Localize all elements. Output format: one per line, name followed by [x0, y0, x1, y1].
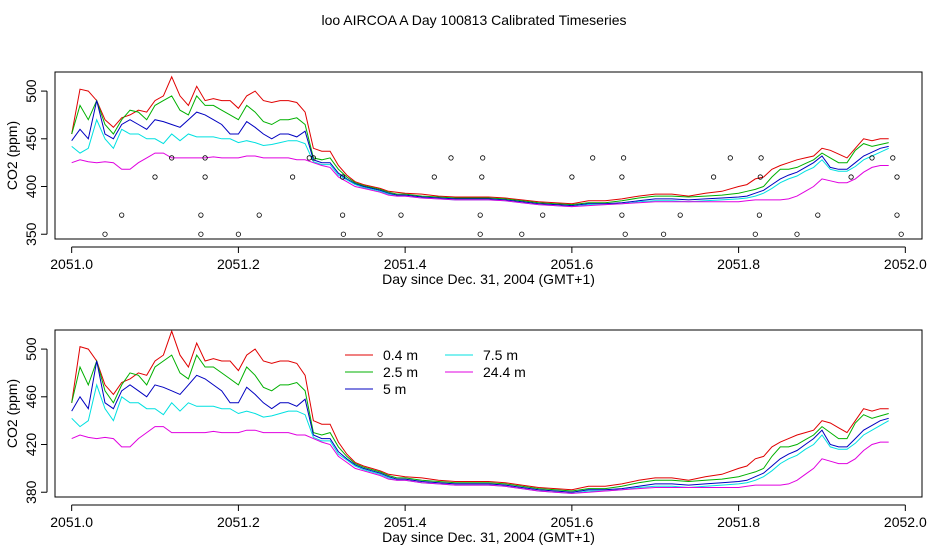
panel-0-series-line-3: [71, 118, 889, 208]
panel-0-scatter-point: [202, 155, 208, 161]
panel-0-scatter-point: [540, 212, 546, 218]
panel-0-scatter-point: [752, 231, 758, 237]
panel-0-y-tick-label: 400: [23, 175, 39, 199]
panel-1-x-tick-label: 2051.8: [717, 514, 760, 530]
panel-0-series-line-2: [71, 100, 889, 207]
panel-0-plot-frame: [54, 71, 923, 240]
panel-0-series-line-4: [71, 152, 889, 208]
panel-0-scatter-point: [620, 155, 627, 161]
panel-0-scatter-point: [890, 155, 896, 161]
panel-0-scatter-point: [848, 174, 854, 180]
panel-1-y-tick-label: 500: [23, 337, 39, 361]
panel-1-x-axis-label: Day since Dec. 31, 2004 (GMT+1): [382, 529, 595, 545]
panel-0-scatter-point: [898, 231, 904, 237]
panel-0-scatter-point: [815, 212, 821, 218]
panel-0-scatter-point: [169, 155, 175, 161]
panel-1-x-tick-label: 2051.6: [550, 514, 593, 530]
panel-0-x-tick-label: 2051.4: [384, 256, 427, 272]
panel-0-x-tick-label: 2051.0: [50, 256, 93, 272]
panel-0-scatter-point: [448, 155, 454, 161]
panel-1-legend-label: 5 m: [383, 381, 406, 397]
panel-0-scatter-point: [622, 231, 628, 237]
panel-0-scatter-point: [235, 231, 241, 237]
panel-1-legend-label: 24.4 m: [483, 364, 526, 380]
panel-1-series-line-4: [71, 426, 889, 494]
panel-1-legend-label: 7.5 m: [483, 347, 518, 363]
panel-0-scatter-point: [894, 174, 900, 180]
panel-0-y-tick-label: 450: [23, 127, 39, 151]
panel-0-scatter-point: [869, 155, 875, 161]
page-title: loo AIRCOA A Day 100813 Calibrated Times…: [321, 12, 626, 28]
panel-0-scatter-point: [431, 174, 437, 180]
panel-1-legend-label: 0.4 m: [383, 347, 418, 363]
panel-0-scatter-point: [340, 231, 346, 237]
panel-0-scatter-point: [756, 212, 763, 218]
panel-1-plot-frame: [54, 329, 923, 498]
panel-0-scatter-point: [757, 174, 763, 180]
panel-0-scatter-point: [119, 212, 125, 218]
chart-panel-top: 2051.0 2051.2 2051.4 2051.6 2051.8 2052.0 Day …: [4, 71, 927, 287]
panel-0-series-line-0: [71, 75, 889, 205]
panel-0-scatter-point: [479, 174, 485, 180]
panel-0-scatter-point: [480, 155, 486, 161]
panel-0-scatter-point: [339, 212, 346, 218]
panel-0-scatter-point: [398, 212, 404, 218]
panel-1-series-line-0: [71, 329, 889, 491]
panel-0-scatter-point: [727, 155, 733, 161]
panel-1-y-axis-label: CO2 (ppm): [4, 379, 20, 448]
panel-0-scatter-point: [894, 212, 900, 218]
panel-0-scatter-point: [102, 231, 108, 237]
panel-1-series-line-2: [71, 360, 889, 493]
panel-1-series-line-3: [71, 383, 889, 494]
panel-0-scatter-point: [794, 231, 800, 237]
panel-0-scatter-point: [660, 231, 667, 237]
panel-0-x-axis-label: Day since Dec. 31, 2004 (GMT+1): [382, 271, 595, 287]
panel-1-legend-label: 2.5 m: [383, 364, 418, 380]
panel-0-scatter-point: [758, 155, 764, 161]
panel-0-scatter-point: [339, 174, 346, 180]
panel-0-scatter-point: [152, 174, 158, 180]
panel-0-scatter-point: [289, 174, 296, 180]
panel-0-x-tick-label: 2052.0: [884, 256, 927, 272]
panel-0-scatter-point: [377, 231, 383, 237]
panel-0-y-tick-label: 500: [23, 79, 39, 103]
panel-0-x-tick-label: 2051.2: [217, 256, 260, 272]
panel-1-x-tick-label: 2052.0: [884, 514, 927, 530]
panel-1-x-tick-label: 2051.4: [384, 514, 427, 530]
panel-0-x-tick-label: 2051.6: [550, 256, 593, 272]
panel-1-y-tick-label: 420: [23, 433, 39, 457]
panel-0-scatter-point: [198, 231, 204, 237]
panel-0-y-tick-label: 350: [23, 222, 39, 246]
panel-0-scatter-point: [619, 212, 625, 218]
panel-0-scatter-point: [477, 212, 483, 218]
panel-1-x-tick-label: 2051.0: [50, 514, 93, 530]
panel-1-series-line-1: [71, 354, 889, 492]
panel-0-scatter-point: [619, 174, 625, 180]
panel-0-scatter-point: [590, 155, 596, 161]
panel-0-x-tick-label: 2051.8: [717, 256, 760, 272]
panel-1-x-tick-label: 2051.2: [217, 514, 260, 530]
panel-0-scatter-point: [677, 212, 683, 218]
panel-0-scatter-point: [310, 155, 316, 161]
panel-0-scatter-point: [202, 174, 208, 180]
panel-1-y-tick-label: 380: [23, 480, 39, 504]
panel-0-series-line-1: [71, 94, 889, 206]
panel-0-scatter-point: [198, 212, 204, 218]
panel-0-y-axis-label: CO2 (ppm): [4, 121, 20, 190]
panel-0-scatter-point: [710, 174, 717, 180]
panel-1-y-tick-label: 460: [23, 385, 39, 409]
panel-0-scatter-point: [569, 174, 575, 180]
panel-0-scatter-point: [477, 231, 483, 237]
chart-panel-bottom: 2051.0 2051.2 2051.4 2051.6 2051.8 2052.0 Day …: [4, 329, 927, 545]
panel-0-scatter-point: [519, 231, 525, 237]
panel-0-scatter-point: [256, 212, 262, 218]
